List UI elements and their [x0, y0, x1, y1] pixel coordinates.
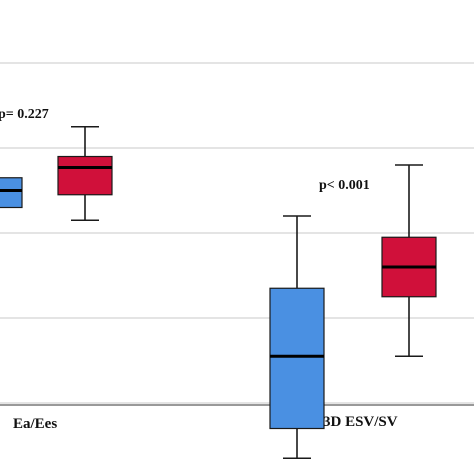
- box-0: [0, 177, 23, 209]
- category-label-ea-ees: Ea/Ees: [13, 416, 57, 432]
- box-group-3: [381, 164, 437, 358]
- annotation-p-value-ea-ees: p= 0.227: [0, 107, 49, 122]
- box-2: [269, 287, 325, 430]
- annotation-p-value-esv-sv: p< 0.001: [319, 178, 370, 193]
- category-label-esv-sv: 3D ESV/SV: [323, 414, 398, 430]
- gridlines: [0, 62, 474, 404]
- boxes: [0, 125, 437, 460]
- box-group-2: [269, 215, 325, 460]
- box-group-0: [0, 177, 23, 209]
- box-1: [57, 155, 113, 196]
- box-group-1: [57, 125, 113, 222]
